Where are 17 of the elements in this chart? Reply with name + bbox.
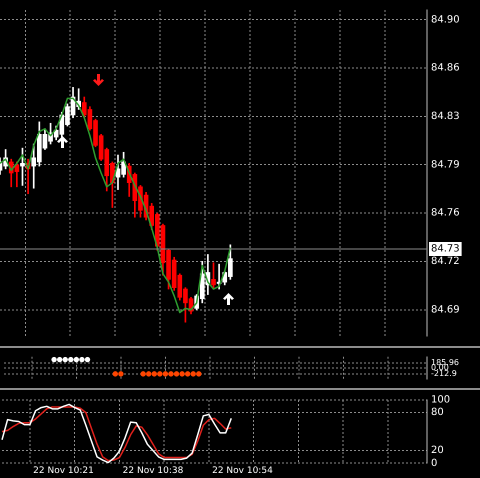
x-tick-label: 22 Nov 10:38 <box>122 466 184 476</box>
y-tick-label: 20 <box>431 445 444 456</box>
y-tick-label: 185.96 <box>431 358 459 367</box>
y-tick-label: 0 <box>431 458 438 469</box>
x-tick-label: 22 Nov 10:21 <box>33 466 94 476</box>
ref-line-label: 84.73 <box>431 244 460 255</box>
y-tick-label: 84.72 <box>431 256 460 267</box>
y-tick-label: 84.69 <box>431 304 460 316</box>
x-tick-label: 22 Nov 10:54 <box>212 466 274 476</box>
y-tick-label: 84.79 <box>431 159 460 170</box>
y-tick-label: 84.83 <box>431 110 460 122</box>
y-tick-label: 80 <box>431 407 444 418</box>
y-tick-label: 84.90 <box>431 14 460 26</box>
y-tick-label: -212.9 <box>431 369 457 378</box>
y-tick-label: 84.86 <box>431 62 460 74</box>
y-tick-label: 84.76 <box>431 208 460 219</box>
y-tick-label: 100 <box>431 394 450 406</box>
